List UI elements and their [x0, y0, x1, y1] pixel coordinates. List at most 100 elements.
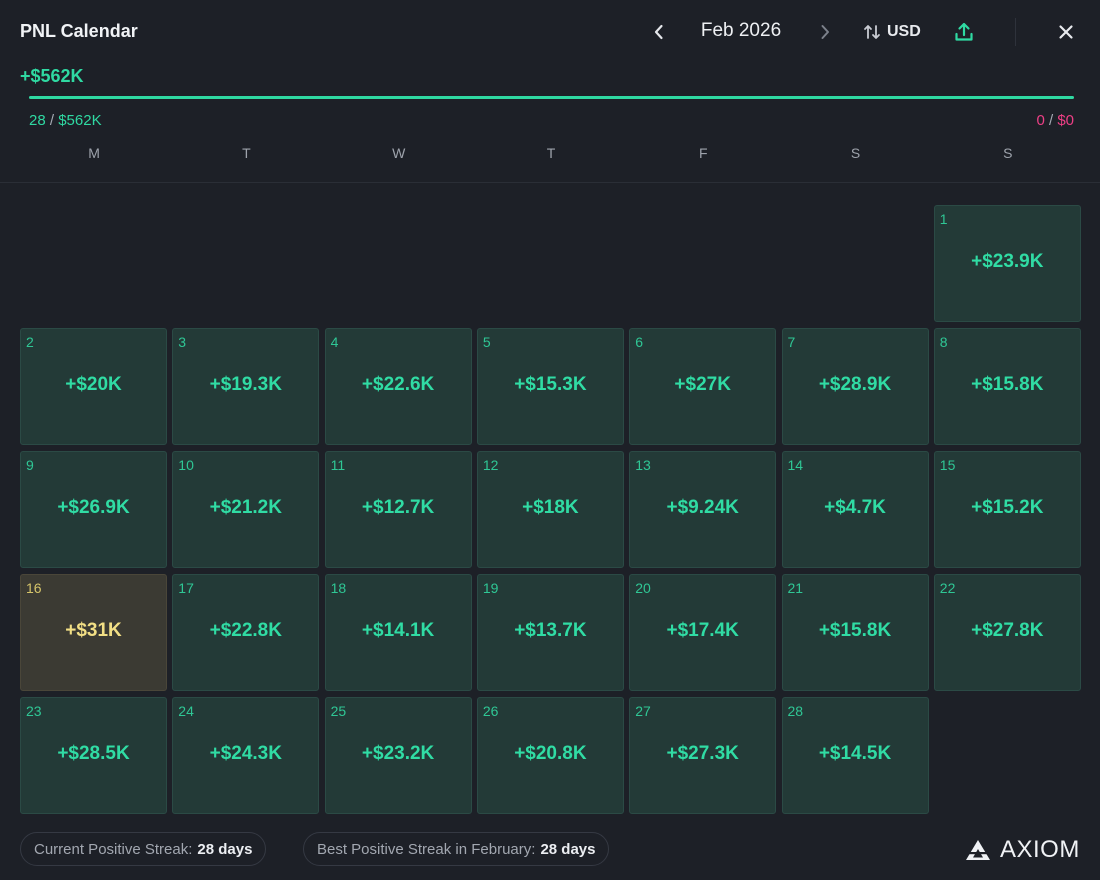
day-pnl-value: +$4.7K: [824, 497, 886, 518]
positive-summary: 28 / $562K: [29, 112, 102, 129]
day-number: 8: [939, 334, 948, 350]
day-number: 5: [482, 334, 491, 350]
day-cell[interactable]: 9 +$26.9K: [20, 451, 167, 568]
day-cell[interactable]: 2 +$20K: [20, 328, 167, 445]
day-cell[interactable]: 24 +$24.3K: [172, 697, 320, 814]
day-cell[interactable]: 14 +$4.7K: [781, 451, 929, 568]
positive-days-count: 28: [29, 112, 46, 129]
day-cell[interactable]: 23 +$28.5K: [20, 697, 167, 814]
weekday-label: F: [698, 145, 708, 161]
day-cell[interactable]: 10 +$21.2K: [172, 451, 320, 568]
day-number: 26: [482, 703, 499, 719]
day-cell[interactable]: 1 +$23.9K: [933, 205, 1081, 322]
day-cell[interactable]: 12 +$18K: [476, 451, 624, 568]
month-label: Feb 2026: [700, 20, 782, 41]
day-pnl-value: +$19.3K: [209, 374, 282, 395]
day-pnl-value: +$22.8K: [209, 620, 282, 641]
day-cell[interactable]: 22 +$27.8K: [933, 574, 1081, 691]
current-streak-label: Current Positive Streak:: [34, 840, 193, 858]
day-cell[interactable]: 25 +$23.2K: [324, 697, 472, 814]
day-number: 7: [787, 334, 796, 350]
day-cell[interactable]: 21 +$15.8K: [781, 574, 929, 691]
day-cell[interactable]: 11 +$12.7K: [324, 451, 472, 568]
positive-total: $562K: [58, 112, 102, 129]
day-pnl-value: +$18K: [522, 497, 579, 518]
day-cell[interactable]: 8 +$15.8K: [933, 328, 1081, 445]
close-icon: [1059, 25, 1073, 39]
day-number: 6: [635, 334, 643, 350]
day-number: 1: [939, 211, 948, 227]
day-cell[interactable]: 4 +$22.6K: [324, 328, 472, 445]
day-pnl-value: +$27.3K: [666, 743, 739, 764]
export-button[interactable]: [952, 20, 976, 44]
day-number: 17: [178, 580, 194, 596]
day-pnl-value: +$21.2K: [209, 497, 282, 518]
negative-total: $0: [1057, 112, 1074, 129]
negative-days-count: 0: [1036, 112, 1045, 129]
currency-toggle[interactable]: USD: [862, 20, 921, 44]
day-pnl-value: +$23.2K: [361, 743, 435, 764]
day-number: 16: [26, 580, 42, 596]
axiom-logo-icon: [966, 840, 990, 860]
brand-logo: AXIOM: [964, 836, 1080, 864]
day-cell[interactable]: 6 +$27K: [629, 328, 777, 445]
brand-name: AXIOM: [1000, 836, 1080, 863]
day-number: 24: [178, 703, 194, 719]
day-number: 4: [330, 334, 339, 350]
day-cell[interactable]: 15 +$15.2K: [933, 451, 1081, 568]
day-cell[interactable]: 3 +$19.3K: [172, 328, 320, 445]
day-pnl-value: +$28.5K: [57, 743, 130, 764]
day-pnl-value: +$9.24K: [666, 497, 739, 518]
day-cell[interactable]: 20 +$17.4K: [629, 574, 777, 691]
current-streak-badge: Current Positive Streak: 28 days: [20, 832, 267, 866]
day-cell[interactable]: 16 +$31K: [20, 574, 167, 691]
day-cell[interactable]: 28 +$14.5K: [781, 697, 929, 814]
day-number: 27: [635, 703, 651, 719]
day-cell[interactable]: 19 +$13.7K: [476, 574, 624, 691]
day-cell[interactable]: 26 +$20.8K: [476, 697, 624, 814]
day-pnl-value: +$15.8K: [971, 374, 1044, 395]
day-number: 20: [635, 580, 651, 596]
day-cell[interactable]: 27 +$27.3K: [629, 697, 777, 814]
positive-separator: /: [49, 112, 55, 129]
day-cell[interactable]: 7 +$28.9K: [781, 328, 929, 445]
total-pnl: +$562K: [20, 66, 84, 86]
prev-month-button[interactable]: [648, 18, 670, 46]
header: PNL Calendar Feb 2026 USD: [0, 0, 1100, 64]
day-pnl-value: +$12.7K: [361, 497, 435, 518]
day-pnl-value: +$15.8K: [818, 620, 892, 641]
day-cell[interactable]: 17 +$22.8K: [172, 574, 320, 691]
day-pnl-value: +$31K: [65, 620, 122, 641]
day-number: 11: [330, 457, 346, 473]
next-month-button[interactable]: [814, 18, 836, 46]
weekday-label: T: [546, 145, 556, 161]
win-loss-bar-fill: [29, 96, 1074, 99]
day-number: 13: [635, 457, 651, 473]
weekday-label: W: [392, 145, 406, 161]
day-cell[interactable]: 13 +$9.24K: [629, 451, 777, 568]
day-number: 14: [787, 457, 804, 473]
day-pnl-value: +$27K: [674, 374, 731, 395]
weekday-label: M: [88, 145, 100, 161]
day-pnl-value: +$20K: [65, 374, 122, 395]
day-number: 9: [26, 457, 34, 473]
day-pnl-value: +$24.3K: [209, 743, 282, 764]
best-streak-label: Best Positive Streak in February:: [317, 840, 536, 858]
day-cell[interactable]: 5 +$15.3K: [476, 328, 624, 445]
day-cell[interactable]: 18 +$14.1K: [324, 574, 472, 691]
day-number: 28: [787, 703, 804, 719]
day-pnl-value: +$15.3K: [514, 374, 587, 395]
chevron-right-icon: [821, 25, 829, 39]
day-pnl-value: +$23.9K: [971, 251, 1044, 272]
day-number: 22: [939, 580, 956, 596]
day-number: 19: [482, 580, 499, 596]
day-pnl-value: +$27.8K: [971, 620, 1044, 641]
header-divider: [1015, 18, 1016, 46]
day-pnl-value: +$26.9K: [57, 497, 130, 518]
day-pnl-value: +$22.6K: [361, 374, 435, 395]
day-number: 3: [178, 334, 187, 350]
day-pnl-value: +$17.4K: [666, 620, 739, 641]
negative-separator: /: [1048, 112, 1054, 129]
close-button[interactable]: [1054, 20, 1078, 44]
